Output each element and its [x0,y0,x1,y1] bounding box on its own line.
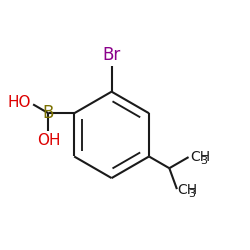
Text: 3: 3 [188,189,195,199]
Text: HO: HO [7,96,31,110]
Text: B: B [43,104,54,122]
Text: Br: Br [102,46,121,64]
Text: OH: OH [37,133,60,148]
Text: 3: 3 [201,156,208,166]
Text: CH: CH [190,150,210,164]
Text: CH: CH [178,183,198,197]
